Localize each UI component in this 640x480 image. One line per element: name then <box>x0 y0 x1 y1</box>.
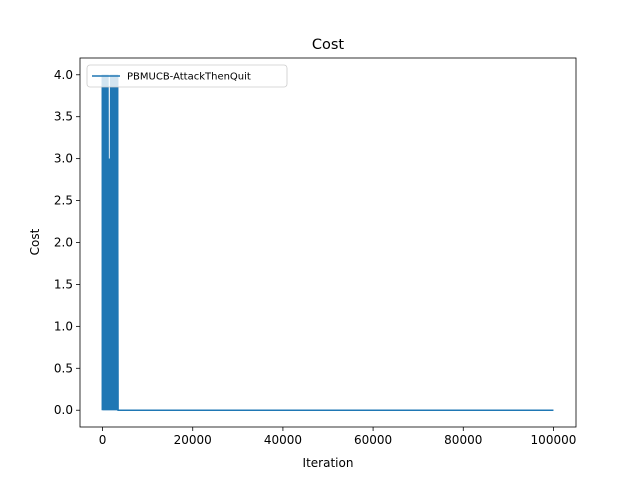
y-tick-label: 0.5 <box>54 361 73 375</box>
y-tick-label: 4.0 <box>54 68 73 82</box>
x-axis: 0 20000 40000 60000 80000 100000 <box>99 427 577 447</box>
x-tick-label: 0 <box>99 433 107 447</box>
x-axis-label: Iteration <box>303 456 354 470</box>
y-tick-label: 2.0 <box>54 236 73 250</box>
x-tick-label: 20000 <box>174 433 212 447</box>
x-tick-label: 40000 <box>264 433 302 447</box>
y-tick-label: 3.5 <box>54 110 73 124</box>
y-axis-label: Cost <box>28 228 42 255</box>
x-tick-label: 80000 <box>444 433 482 447</box>
legend-entry-label: PBMUCB-AttackThenQuit <box>127 72 251 83</box>
chart-title: Cost <box>312 37 345 53</box>
y-tick-label: 2.5 <box>54 194 73 208</box>
y-tick-label: 1.5 <box>54 277 73 291</box>
x-tick-label: 60000 <box>354 433 392 447</box>
legend-box <box>86 64 288 88</box>
x-tick-label: 100000 <box>531 433 577 447</box>
y-tick-label: 3.0 <box>54 152 73 166</box>
y-axis: 0.0 0.5 1.0 1.5 2.0 2.5 3.0 3.5 4.0 <box>54 68 80 417</box>
legend: PBMUCB-AttackThenQuit <box>86 64 288 88</box>
y-tick-label: 1.0 <box>54 319 73 333</box>
y-tick-label: 0.0 <box>54 403 73 417</box>
